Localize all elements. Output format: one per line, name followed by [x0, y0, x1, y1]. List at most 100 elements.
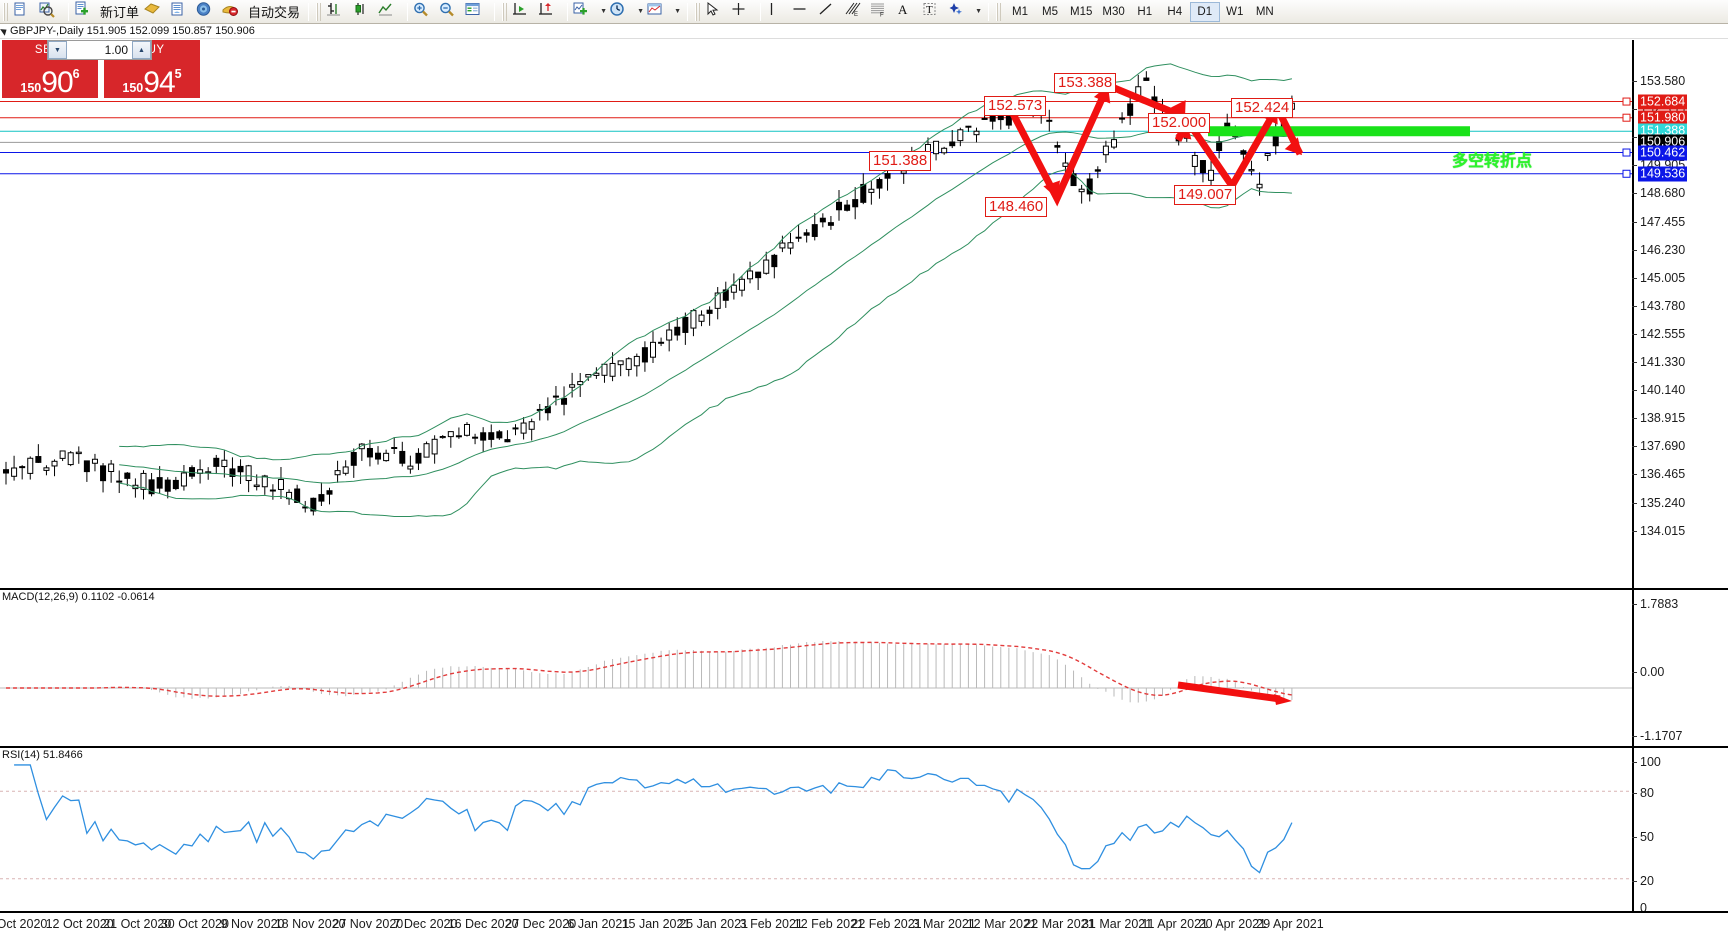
- price-tick-label: 142.555: [1640, 326, 1686, 341]
- time-axis[interactable]: Oct 2020 12 Oct 2020 21 Oct 2020 30 Oct 202…: [0, 911, 1728, 935]
- volume-input[interactable]: ▼ 1.00 ▲: [47, 40, 152, 60]
- time-axis-label: 25 Jan 2021: [679, 917, 749, 931]
- volume-value[interactable]: 1.00: [104, 43, 128, 57]
- volume-increment-button[interactable]: ▲: [132, 41, 151, 59]
- zoom-in-icon[interactable]: [412, 1, 438, 23]
- price-tick-mark: [1632, 137, 1637, 139]
- timeframe-m30[interactable]: M30: [1102, 5, 1125, 18]
- timeframe-d1[interactable]: D1: [1189, 1, 1220, 22]
- crosshair-icon[interactable]: [730, 1, 756, 23]
- price-tick-mark: [1632, 165, 1637, 167]
- price-tick-mark: [1632, 109, 1637, 111]
- toolbar-grip-5[interactable]: [996, 2, 1004, 21]
- templates-dropdown-arrow[interactable]: ▼: [674, 8, 681, 15]
- autotrading-icon[interactable]: [221, 1, 247, 23]
- equidistant-channel-icon[interactable]: E: [843, 1, 869, 23]
- rsi-tick-mark-100: [1632, 762, 1637, 763]
- rsi-tick-0: 0: [1640, 901, 1647, 915]
- new-order-icon[interactable]: [73, 1, 99, 23]
- toolbar-grip-4[interactable]: [695, 2, 703, 21]
- swing-trendline: [1004, 80, 1281, 207]
- shapes-dropdown-arrow[interactable]: ▼: [975, 8, 982, 15]
- toolbar-grip-2[interactable]: [316, 2, 324, 21]
- new-chart-icon[interactable]: [12, 1, 38, 23]
- periods-dropdown-arrow[interactable]: ▼: [637, 8, 644, 15]
- price-tick-label: 135.240: [1640, 495, 1686, 510]
- data-window-icon[interactable]: [464, 1, 490, 23]
- resistance-zone: [1208, 126, 1470, 137]
- price-tick-label: 136.465: [1640, 467, 1686, 482]
- indicators-dropdown-arrow[interactable]: ▼: [600, 8, 607, 15]
- svg-text:F: F: [880, 12, 884, 18]
- zoom-out-icon[interactable]: [438, 1, 464, 23]
- price-level-tag[interactable]: 149.536: [1638, 166, 1688, 182]
- price-level-tag[interactable]: 152.684: [1638, 94, 1688, 110]
- toolbar-separator-8: [988, 2, 990, 21]
- price-tick-label: 148.680: [1640, 186, 1686, 201]
- candlestick-chart-icon[interactable]: [351, 1, 377, 23]
- toolbar-grip[interactable]: [3, 2, 10, 21]
- rsi-title: RSI(14) 51.8466: [2, 749, 83, 761]
- annotation-148460: 148.460: [985, 197, 1048, 217]
- timeframe-m1[interactable]: M1: [1012, 5, 1029, 18]
- templates-icon[interactable]: [646, 1, 672, 23]
- text-icon[interactable]: A: [895, 1, 921, 23]
- shapes-icon[interactable]: [947, 1, 973, 23]
- horizontal-line-icon[interactable]: [791, 1, 817, 23]
- macd-axis[interactable]: 1.7883 0.00 -1.1707: [1632, 590, 1728, 746]
- timeframe-h1[interactable]: H1: [1137, 5, 1153, 18]
- toolbar-grip-3[interactable]: [502, 2, 510, 21]
- time-axis-label: 18 Nov 2020: [274, 917, 346, 931]
- trendline-icon[interactable]: [817, 1, 843, 23]
- rsi-axis-line: [1632, 748, 1634, 911]
- price-level-tag[interactable]: 150.462: [1638, 145, 1688, 161]
- fibonacci-icon[interactable]: F: [869, 1, 895, 23]
- timeframe-m15[interactable]: M15: [1070, 5, 1093, 18]
- expert-advisor-icon[interactable]: [143, 1, 169, 23]
- bar-chart-icon[interactable]: [325, 1, 351, 23]
- line-chart-icon[interactable]: [377, 1, 403, 23]
- rsi-axis[interactable]: 100 80 50 20 0: [1632, 748, 1728, 915]
- price-tick-mark: [1632, 530, 1637, 532]
- periods-icon[interactable]: [609, 1, 635, 23]
- chart-shift-icon[interactable]: [537, 1, 563, 23]
- text-label-icon[interactable]: T: [921, 1, 947, 23]
- price-tick-label: 137.690: [1640, 439, 1686, 454]
- market-watch-icon[interactable]: [38, 1, 64, 23]
- price-tick-mark: [1632, 305, 1637, 307]
- timeframe-h4[interactable]: H4: [1167, 5, 1183, 18]
- price-tick-label: 138.915: [1640, 411, 1686, 426]
- sell-price-prefix: 150: [20, 80, 42, 95]
- rsi-pane[interactable]: RSI(14) 51.8466 100 80 50 20 0: [0, 746, 1728, 915]
- time-axis-label: 29 Apr 2021: [1256, 917, 1324, 931]
- time-axis-label: 22 Mar 2021: [1024, 917, 1095, 931]
- time-axis-label: 12 Mar 2021: [966, 917, 1037, 931]
- macd-tick-mark-bot: [1632, 736, 1637, 737]
- toolbar-separator-7: [760, 2, 762, 21]
- macd-axis-line: [1632, 590, 1634, 746]
- indicators-icon[interactable]: [572, 1, 598, 23]
- price-tick-label: 145.005: [1640, 270, 1686, 285]
- price-axis[interactable]: 153.580152.355151.130149.905148.680147.4…: [1632, 40, 1728, 588]
- price-tick-mark: [1632, 333, 1637, 335]
- annotation-153388: 153.388: [1054, 73, 1117, 93]
- annotation-152424: 152.424: [1231, 98, 1294, 118]
- timeframe-m5[interactable]: M5: [1042, 5, 1059, 18]
- autotrading-label[interactable]: 自动交易: [248, 5, 301, 20]
- cursor-icon[interactable]: [704, 1, 730, 23]
- metaeditor-icon[interactable]: [169, 1, 195, 23]
- macd-pane[interactable]: MACD(12,26,9) 0.1102 -0.0614 1.7883 0.00…: [0, 588, 1728, 746]
- auto-scroll-icon[interactable]: [511, 1, 537, 23]
- time-axis-label: 20 Apr 2021: [1198, 917, 1267, 931]
- price-tick-mark: [1632, 362, 1637, 363]
- price-chart-pane[interactable]: 多空转折点 153.388 152.573 151.388 152.000 15…: [0, 40, 1728, 588]
- price-level-tag[interactable]: 151.980: [1638, 110, 1688, 126]
- volume-decrement-button[interactable]: ▼: [48, 41, 67, 59]
- timeframe-w1[interactable]: W1: [1226, 5, 1244, 18]
- signals-icon[interactable]: [195, 1, 221, 23]
- rsi-tick-mark-50: [1632, 837, 1637, 838]
- new-order-label[interactable]: 新订单: [100, 5, 140, 20]
- vertical-line-icon[interactable]: [765, 1, 791, 23]
- price-tick-label: 141.330: [1640, 355, 1686, 369]
- timeframe-mn[interactable]: MN: [1255, 5, 1274, 18]
